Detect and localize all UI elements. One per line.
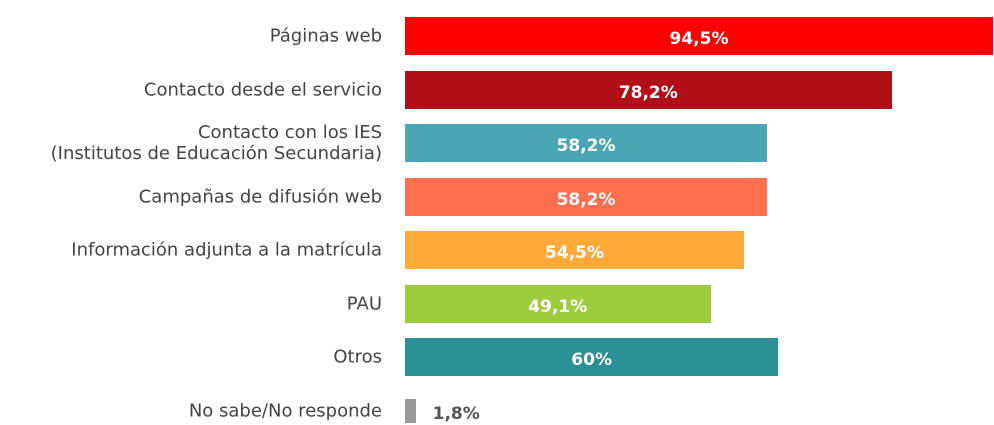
bar xyxy=(405,231,745,269)
value-label: 94,5% xyxy=(669,29,729,49)
category-label: Contacto desde el servicio xyxy=(143,79,382,100)
bar xyxy=(405,70,892,109)
category-label: No sabe/No responde xyxy=(188,400,382,421)
bar xyxy=(405,284,711,323)
value-label: 49,1% xyxy=(528,296,588,317)
value-label: 78,2% xyxy=(618,82,678,103)
bar xyxy=(405,177,768,216)
bar xyxy=(405,398,417,423)
category-label: Páginas web xyxy=(269,25,382,47)
bar xyxy=(405,124,768,162)
category-label: Campañas de difusión web xyxy=(138,186,382,207)
category-label: Información adjunta a la matrícula xyxy=(71,239,382,261)
value-label: 1,8% xyxy=(432,403,480,424)
category-label: PAU xyxy=(346,293,382,314)
bar xyxy=(405,17,993,55)
value-label: 54,5% xyxy=(545,243,605,263)
category-label: Otros xyxy=(333,346,382,368)
value-label: 58,2% xyxy=(556,136,616,156)
value-label: 58,2% xyxy=(556,189,616,210)
value-label: 60% xyxy=(571,350,613,370)
bar xyxy=(405,338,779,376)
category-label: Contacto con los IES (Institutos de Educ… xyxy=(50,122,382,164)
